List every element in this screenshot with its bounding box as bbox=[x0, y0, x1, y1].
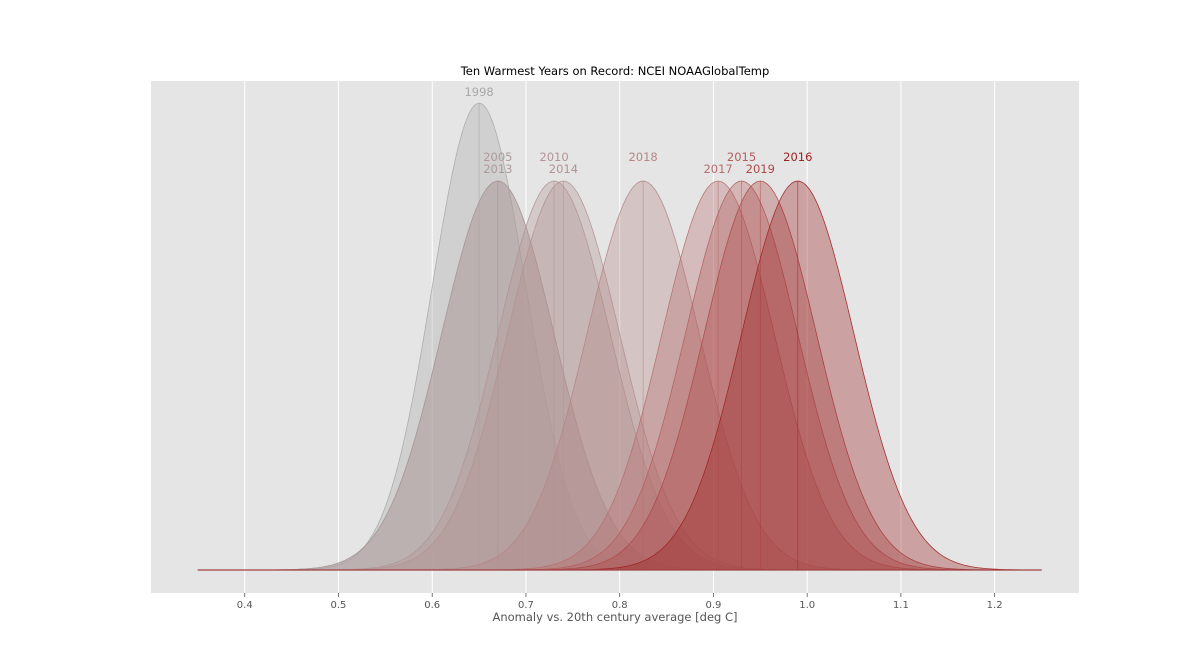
year-label-2016: 2016 bbox=[783, 150, 812, 164]
x-tick-label: 1.0 bbox=[799, 600, 815, 611]
year-label-2017: 2017 bbox=[703, 162, 732, 176]
year-label-2013: 2013 bbox=[483, 162, 512, 176]
year-label-2015: 2015 bbox=[727, 150, 756, 164]
year-label-2018: 2018 bbox=[628, 150, 657, 164]
x-tick-label: 1.1 bbox=[893, 600, 909, 611]
x-tick-label: 0.6 bbox=[424, 600, 440, 611]
chart-title: Ten Warmest Years on Record: NCEI NOAAGl… bbox=[460, 64, 770, 78]
year-label-2005: 2005 bbox=[483, 150, 512, 164]
grid-lines bbox=[244, 81, 996, 593]
year-label-1998: 1998 bbox=[464, 85, 493, 99]
x-axis-ticks: 0.4 0.5 0.6 0.7 0.8 0.9 1.0 1.1 1.2 bbox=[237, 593, 1003, 611]
distribution-curves bbox=[197, 102, 1042, 571]
year-label-2010: 2010 bbox=[539, 150, 568, 164]
x-tick-label: 0.5 bbox=[331, 600, 347, 611]
x-tick-label: 1.2 bbox=[987, 600, 1003, 611]
year-label-2014: 2014 bbox=[549, 162, 578, 176]
year-label-2019: 2019 bbox=[746, 162, 775, 176]
x-tick-label: 0.4 bbox=[237, 600, 253, 611]
x-tick-label: 0.8 bbox=[612, 600, 628, 611]
x-axis-label: Anomaly vs. 20th century average [deg C] bbox=[492, 610, 737, 624]
x-tick-label: 0.7 bbox=[518, 600, 534, 611]
x-tick-label: 0.9 bbox=[705, 600, 721, 611]
plot-background bbox=[151, 81, 1079, 593]
